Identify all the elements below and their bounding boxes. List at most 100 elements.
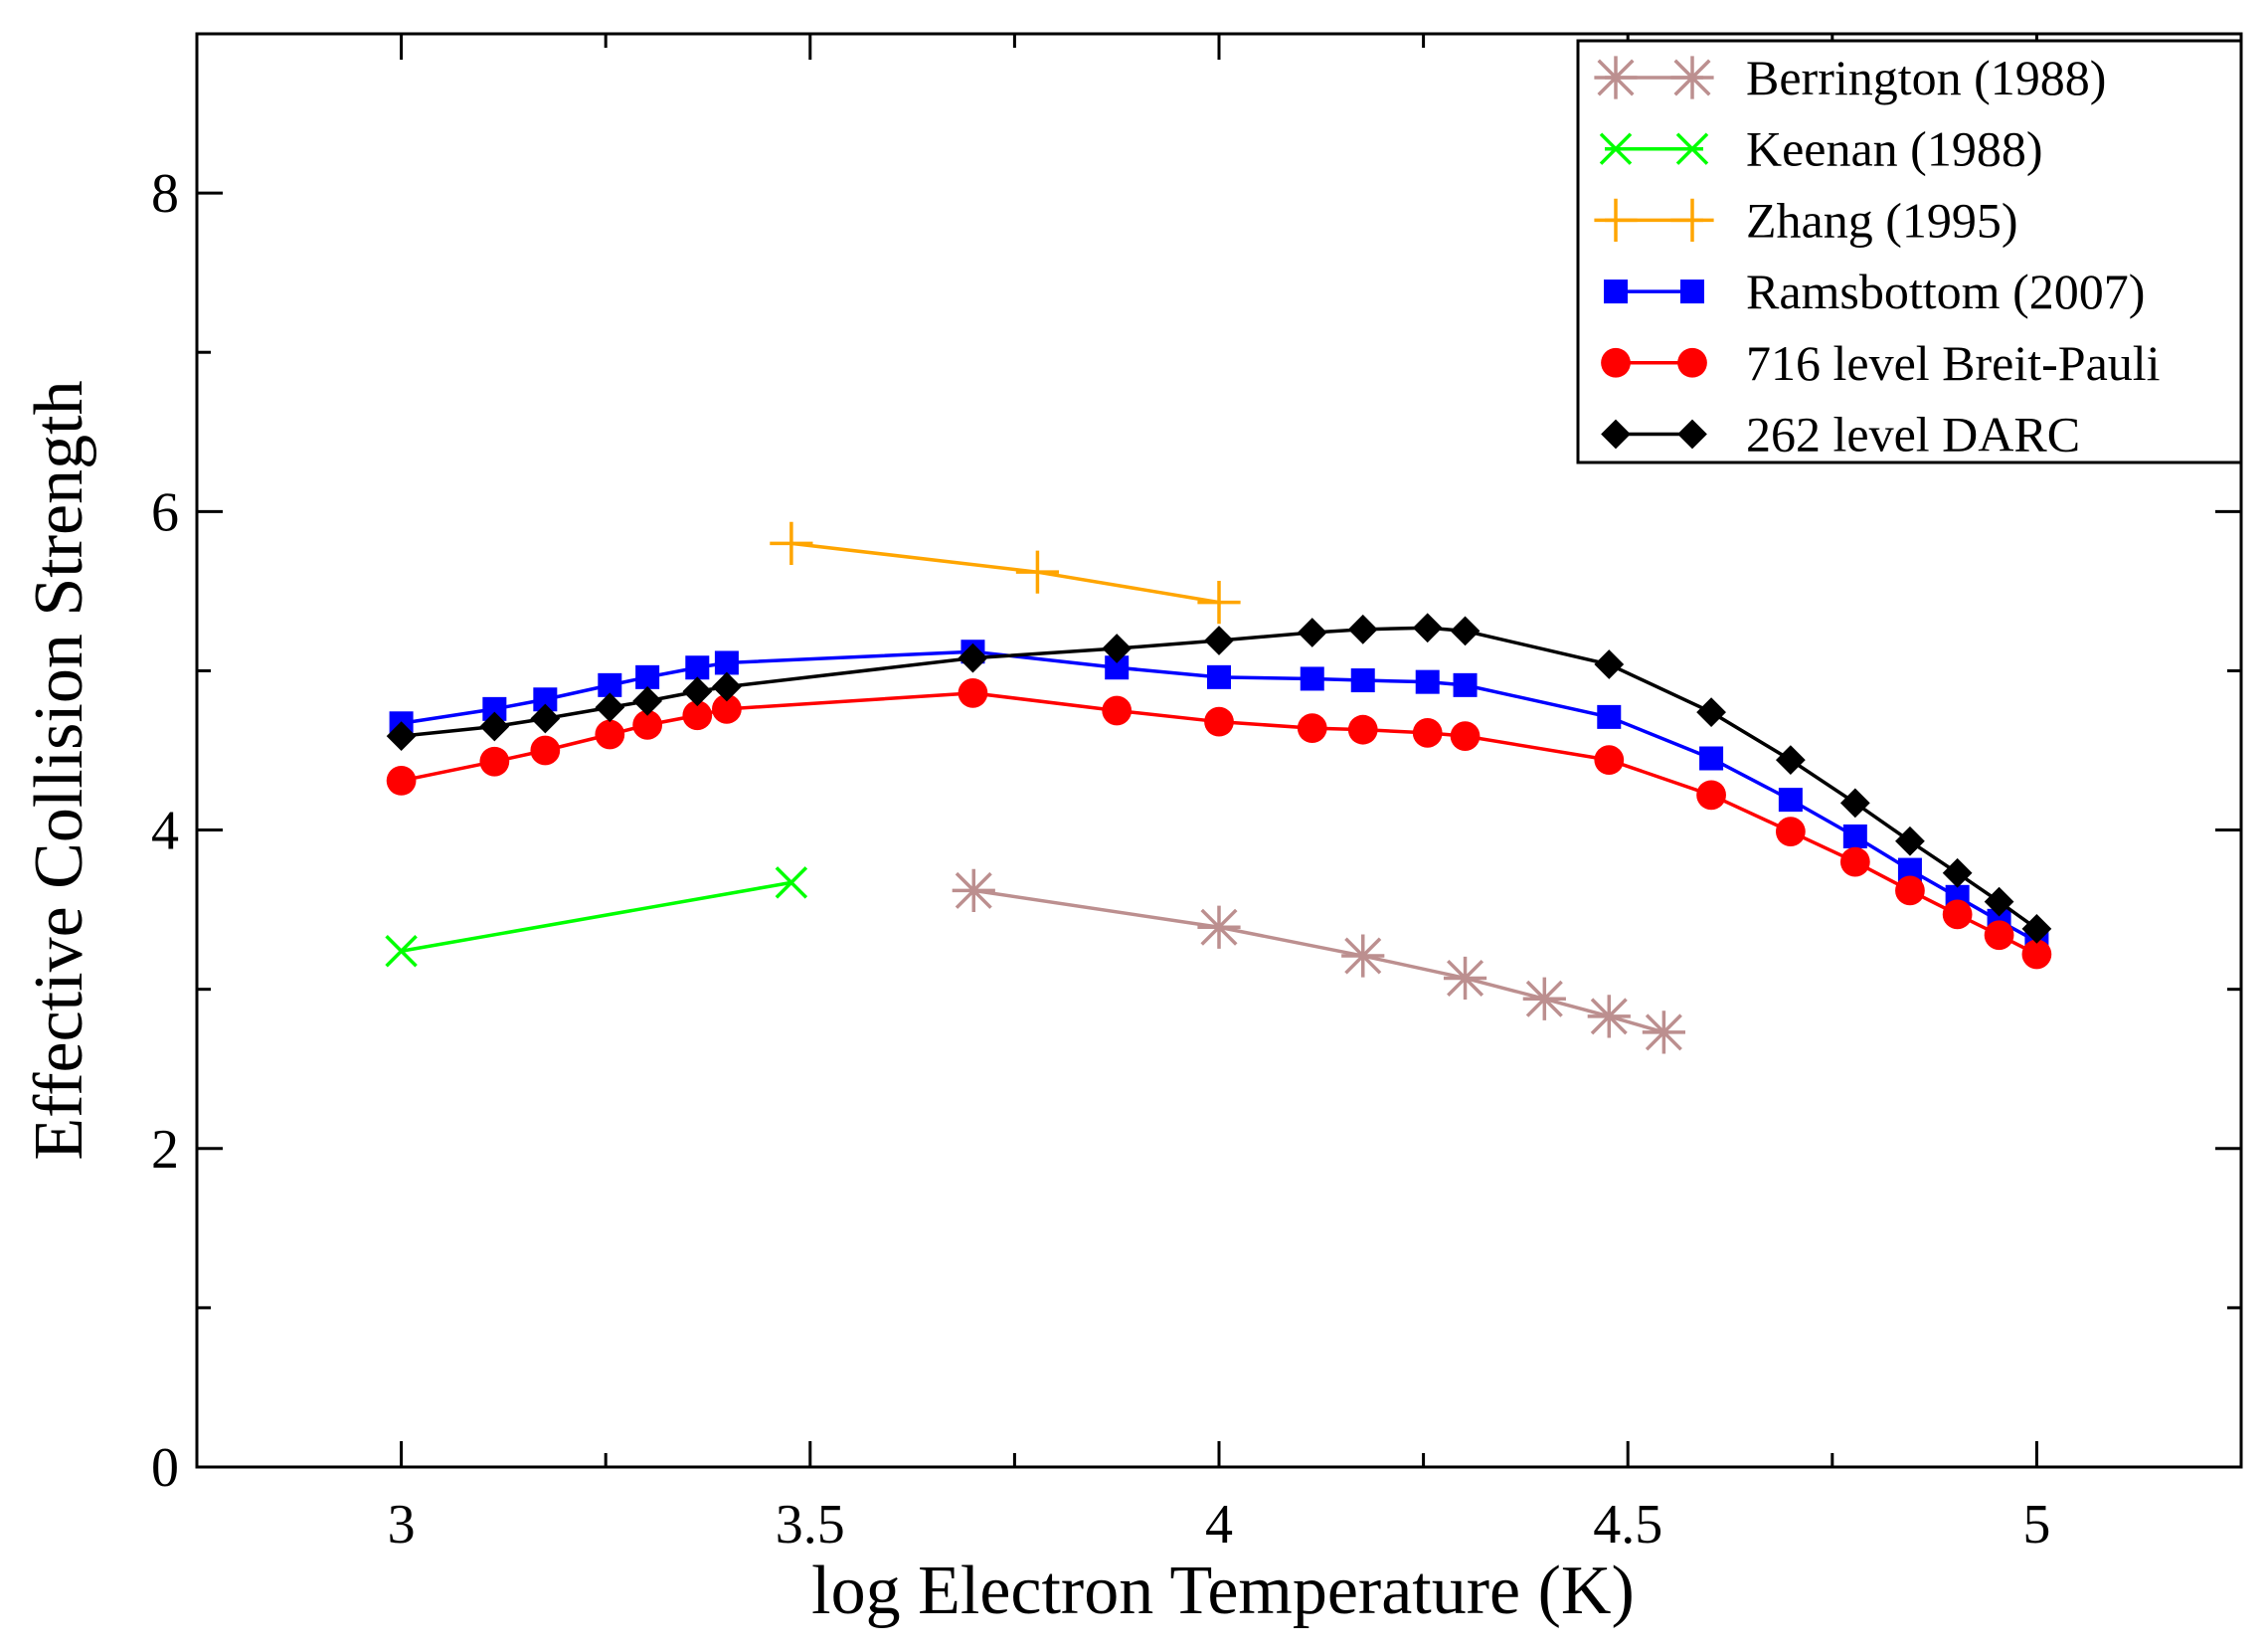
data-point bbox=[1297, 618, 1327, 647]
data-point bbox=[1450, 616, 1481, 646]
data-point bbox=[958, 642, 988, 673]
data-point bbox=[712, 693, 742, 724]
legend-label: Keenan (1988) bbox=[1746, 121, 2043, 177]
data-point bbox=[632, 685, 663, 716]
data-point bbox=[1942, 899, 1973, 930]
legend-label: 716 level Breit-Pauli bbox=[1746, 335, 2161, 391]
data-point bbox=[1522, 977, 1566, 1020]
legend-point bbox=[1601, 347, 1631, 378]
data-point bbox=[2021, 939, 2052, 970]
data-point bbox=[1696, 780, 1726, 811]
data-point bbox=[635, 664, 660, 689]
legend-point bbox=[1680, 279, 1704, 304]
data-point bbox=[530, 735, 561, 766]
x-axis-label: log Electron Temperature (K) bbox=[811, 1553, 1635, 1629]
data-point bbox=[1775, 817, 1806, 847]
x-tick-label: 3.5 bbox=[776, 1494, 845, 1556]
data-point bbox=[1597, 704, 1622, 729]
series-716-level-breit-pauli bbox=[386, 677, 2052, 970]
data-point bbox=[1197, 580, 1241, 625]
data-point bbox=[479, 746, 510, 777]
data-point bbox=[1102, 634, 1133, 663]
data-point bbox=[1347, 614, 1378, 644]
legend-point bbox=[1599, 132, 1633, 165]
data-point bbox=[1297, 713, 1327, 743]
legend-box bbox=[1576, 39, 2243, 464]
data-point bbox=[1450, 721, 1481, 751]
data-point bbox=[1415, 669, 1440, 694]
y-tick-labels: 0 2 4 6 8 bbox=[151, 163, 179, 1499]
data-point bbox=[952, 868, 995, 912]
data-point bbox=[2021, 913, 2052, 944]
data-point bbox=[958, 677, 988, 708]
legend-label: 262 level DARC bbox=[1746, 407, 2080, 462]
legend-point bbox=[1670, 56, 1714, 99]
data-point bbox=[1347, 714, 1378, 745]
data-point bbox=[530, 703, 561, 734]
y-axis-label: Effective Collision Strength bbox=[21, 380, 97, 1160]
x-tick-label: 5 bbox=[2022, 1494, 2050, 1556]
data-point bbox=[714, 650, 739, 675]
y-tick-label: 4 bbox=[151, 801, 179, 862]
data-point bbox=[1696, 697, 1726, 727]
data-point bbox=[770, 521, 813, 565]
data-point bbox=[386, 721, 417, 751]
legend: Berrington (1988) Keenan (1988) Zhang (199… bbox=[1576, 39, 2243, 464]
series-262-level-darc bbox=[386, 613, 2052, 944]
data-point bbox=[632, 710, 663, 740]
y-tick-label: 8 bbox=[151, 163, 179, 225]
plot-frame bbox=[195, 32, 2243, 1469]
data-point bbox=[1412, 613, 1443, 643]
data-point bbox=[1895, 875, 1925, 906]
data-point bbox=[1642, 1010, 1685, 1054]
legend-point bbox=[1677, 347, 1707, 378]
x-tick-label: 3 bbox=[388, 1494, 416, 1556]
data-point bbox=[1204, 706, 1234, 737]
data-point bbox=[1775, 745, 1806, 775]
y-tick-label: 2 bbox=[151, 1119, 179, 1181]
legend-point bbox=[1604, 279, 1628, 304]
legend-point bbox=[1677, 419, 1707, 450]
series-zhang-1995 bbox=[770, 521, 1241, 625]
data-point bbox=[1102, 695, 1133, 726]
data-point bbox=[1984, 886, 2014, 917]
data-point bbox=[1412, 718, 1443, 748]
series-line bbox=[401, 626, 2038, 931]
data-point bbox=[1443, 956, 1487, 1001]
series-line bbox=[401, 880, 792, 953]
data-point bbox=[479, 711, 510, 742]
data-point bbox=[1204, 626, 1234, 655]
x-tick-labels: 3 3.5 4 4.5 5 bbox=[388, 1494, 2051, 1556]
series-berrington-1988 bbox=[952, 868, 1685, 1054]
data-point bbox=[1197, 905, 1241, 949]
x-tick-label: 4 bbox=[1205, 1494, 1233, 1556]
data-point bbox=[1942, 857, 1973, 888]
legend-label: Zhang (1995) bbox=[1746, 192, 2018, 248]
series-line bbox=[401, 649, 2038, 944]
data-point bbox=[595, 719, 625, 750]
data-point bbox=[1778, 788, 1803, 813]
data-point bbox=[1984, 920, 2014, 951]
y-tick-label: 6 bbox=[151, 481, 179, 543]
legend-point bbox=[1675, 132, 1709, 165]
legend-point bbox=[1594, 56, 1638, 99]
x-tick-label: 4.5 bbox=[1593, 1494, 1662, 1556]
data-point bbox=[1594, 649, 1625, 679]
legend-point bbox=[1670, 198, 1714, 242]
data-point bbox=[1842, 824, 1867, 848]
data-point bbox=[682, 700, 713, 731]
data-point bbox=[595, 692, 625, 723]
series-layer bbox=[385, 521, 2052, 1054]
data-point bbox=[1895, 826, 1925, 856]
series-line bbox=[790, 541, 1220, 605]
data-point bbox=[1594, 745, 1625, 775]
legend-point bbox=[1594, 198, 1638, 242]
data-point bbox=[712, 671, 742, 702]
series-keenan-1988 bbox=[385, 866, 808, 968]
data-point bbox=[1015, 550, 1060, 594]
series-line bbox=[401, 691, 2038, 957]
data-point bbox=[775, 866, 808, 899]
data-point bbox=[1207, 664, 1231, 689]
data-point bbox=[386, 766, 417, 796]
